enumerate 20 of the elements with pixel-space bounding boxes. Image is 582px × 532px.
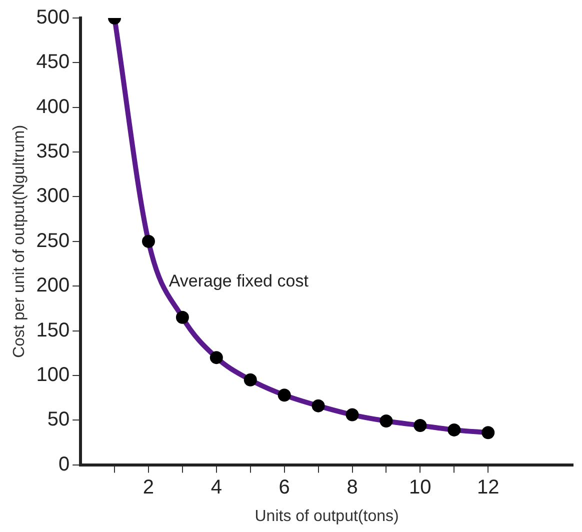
y-tick-label: 0 bbox=[58, 453, 70, 476]
x-tick-label: 10 bbox=[409, 476, 432, 498]
y-tick-label: 100 bbox=[36, 364, 70, 386]
y-tick-label: 400 bbox=[36, 96, 70, 118]
x-tick-label: 4 bbox=[210, 476, 222, 498]
y-tick-label: 50 bbox=[47, 408, 70, 431]
y-axis-title: Cost per unit of output(Ngultrum) bbox=[11, 124, 28, 358]
y-tick-label: 450 bbox=[36, 51, 70, 74]
y-tick-label: 500 bbox=[36, 6, 70, 29]
x-tick-label: 2 bbox=[142, 476, 154, 498]
annotation: Average fixed cost bbox=[168, 271, 309, 290]
x-tick-label: 6 bbox=[278, 476, 290, 498]
x-axis-title: Units of output(tons) bbox=[254, 508, 399, 525]
y-tick-label: 150 bbox=[36, 319, 70, 342]
x-tick-label: 12 bbox=[476, 476, 500, 498]
y-tick-label: 350 bbox=[36, 140, 70, 163]
y-tick-label: 250 bbox=[36, 230, 70, 252]
y-tick-label: 300 bbox=[36, 185, 70, 208]
x-tick-label: 8 bbox=[346, 476, 358, 498]
y-tick-label: 200 bbox=[36, 274, 70, 297]
